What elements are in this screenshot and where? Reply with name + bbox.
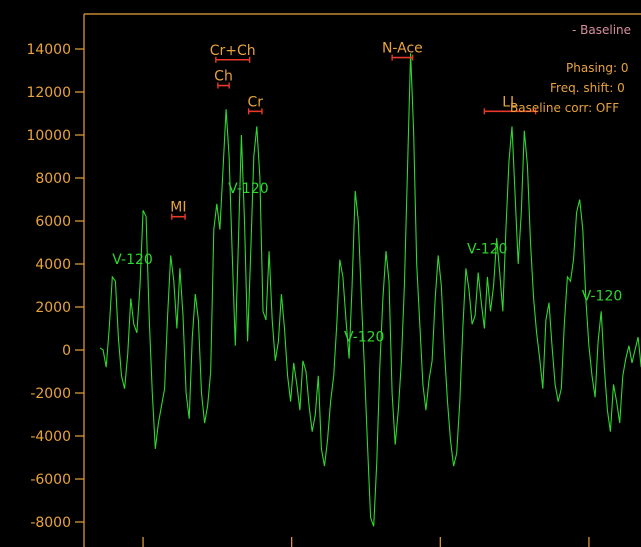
y-tick-label: 4000	[35, 257, 71, 273]
series-label: V-120	[582, 289, 623, 305]
spectrum-line	[99, 53, 641, 527]
y-tick-label: 10000	[26, 128, 71, 144]
y-tick-label: -2000	[30, 386, 71, 402]
y-tick-label: -6000	[30, 472, 71, 488]
series-label: V-120	[228, 181, 269, 197]
series-label: V-120	[112, 252, 153, 268]
peak-label: Ch	[214, 69, 233, 85]
y-tick-label: 14000	[26, 42, 71, 58]
peak-label: LL	[502, 94, 518, 110]
info-line: Phasing: 0	[566, 61, 629, 75]
series-label: V-120	[344, 329, 385, 345]
y-tick-label: 2000	[35, 300, 71, 316]
y-tick-label: 12000	[26, 85, 71, 101]
peak-label: N-Ace	[382, 41, 423, 57]
y-tick-label: 8000	[35, 171, 71, 187]
peak-label: Cr	[248, 94, 264, 110]
peak-label: MI	[170, 200, 186, 216]
series-label: V-120	[467, 241, 508, 257]
y-tick-label: -4000	[30, 429, 71, 445]
info-line: Freq. shift: 0	[550, 81, 625, 95]
info-line: Baseline corr: OFF	[510, 101, 619, 115]
peak-label: Cr+Ch	[210, 43, 256, 59]
y-tick-label: 0	[62, 343, 71, 359]
info-title: - Baseline	[572, 23, 631, 37]
y-tick-label: 6000	[35, 214, 71, 230]
y-tick-label: -8000	[30, 515, 71, 531]
